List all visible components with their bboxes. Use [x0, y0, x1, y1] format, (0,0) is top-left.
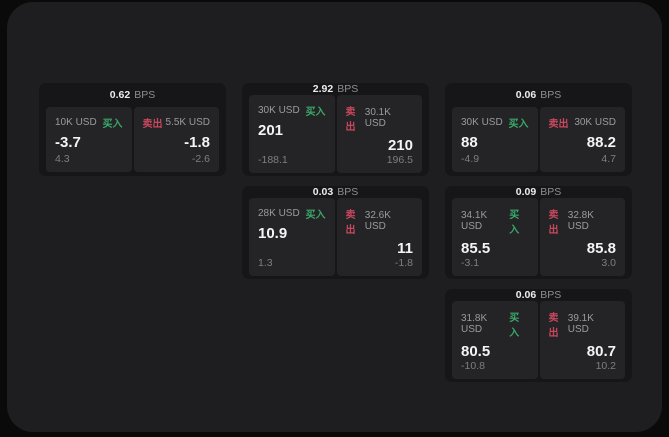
quote-card: 0.03 BPS 28K USD 买入 10.9 1.3 卖出 32.6K US… [242, 186, 429, 279]
sell-change: -1.8 [394, 257, 413, 269]
quote-card: 0.09 BPS 34.1K USD 买入 85.5 -3.1 卖出 32.8K… [445, 186, 632, 279]
buy-price: 88 [461, 134, 478, 151]
quote-card: 0.06 BPS 31.8K USD 买入 80.5 -10.8 卖出 39.1… [445, 289, 632, 382]
buy-change: -188.1 [258, 154, 288, 166]
bps-header: 0.03 BPS [242, 186, 429, 198]
buy-amount: 34.1K USD [461, 210, 488, 232]
sell-change: -2.6 [191, 153, 210, 165]
sell-side-label: 卖出 [548, 313, 559, 339]
bps-header: 0.06 BPS [445, 289, 632, 301]
sell-price: 88.2 [586, 134, 616, 151]
bps-unit-label: BPS [337, 186, 359, 198]
buy-sell-panels: 30K USD 买入 88 -4.9 卖出 30K USD 88.2 4.7 [452, 107, 625, 172]
sell-price: -1.8 [184, 134, 210, 151]
sell-panel[interactable]: 卖出 39.1K USD 80.7 10.2 [539, 301, 625, 379]
sell-price: 210 [387, 137, 413, 154]
buy-panel[interactable]: 34.1K USD 买入 85.5 -3.1 [452, 198, 538, 276]
buy-price: 201 [258, 122, 284, 139]
sell-panel[interactable]: 卖出 32.8K USD 85.8 3.0 [539, 198, 625, 276]
sell-side-label: 卖出 [345, 107, 356, 133]
sell-panel[interactable]: 卖出 32.6K USD 11 -1.8 [336, 198, 422, 276]
buy-side-label: 买入 [305, 107, 326, 118]
sell-change: 4.7 [601, 153, 616, 165]
buy-change: -4.9 [461, 153, 480, 165]
sell-change: 10.2 [595, 360, 616, 372]
buy-sell-panels: 34.1K USD 买入 85.5 -3.1 卖出 32.8K USD 85.8… [452, 198, 625, 276]
buy-panel[interactable]: 30K USD 买入 201 -188.1 [249, 95, 335, 173]
sell-amount: 30K USD [574, 117, 616, 128]
buy-amount: 28K USD [258, 208, 300, 219]
buy-price: -3.7 [55, 134, 81, 151]
buy-price: 10.9 [258, 225, 288, 242]
bps-value: 0.03 [312, 186, 334, 198]
buy-sell-panels: 30K USD 买入 201 -188.1 卖出 30.1K USD 210 1… [249, 95, 422, 173]
buy-panel[interactable]: 30K USD 买入 88 -4.9 [452, 107, 538, 172]
bps-header: 0.06 BPS [445, 83, 632, 107]
sell-side-label: 卖出 [142, 119, 163, 130]
bps-value: 0.09 [515, 186, 537, 198]
buy-amount: 31.8K USD [461, 313, 488, 335]
quote-card: 0.62 BPS 10K USD 买入 -3.7 4.3 卖出 5.5K USD [39, 83, 226, 176]
sell-panel[interactable]: 卖出 30.1K USD 210 196.5 [336, 95, 422, 173]
buy-side-label: 买入 [509, 313, 520, 339]
buy-change: -10.8 [461, 360, 485, 372]
app-surface: 0.62 BPS 10K USD 买入 -3.7 4.3 卖出 5.5K USD [7, 2, 662, 432]
bps-unit-label: BPS [337, 83, 359, 95]
buy-amount: 30K USD [258, 105, 300, 116]
buy-panel[interactable]: 31.8K USD 买入 80.5 -10.8 [452, 301, 538, 379]
buy-change: 4.3 [55, 153, 70, 165]
sell-amount: 39.1K USD [567, 313, 594, 335]
bps-unit-label: BPS [540, 186, 562, 198]
sell-amount: 32.6K USD [364, 210, 391, 232]
sell-panel[interactable]: 卖出 5.5K USD -1.8 -2.6 [133, 107, 219, 172]
buy-sell-panels: 10K USD 买入 -3.7 4.3 卖出 5.5K USD -1.8 -2.… [46, 107, 219, 172]
buy-sell-panels: 28K USD 买入 10.9 1.3 卖出 32.6K USD 11 -1.8 [249, 198, 422, 276]
quote-card: 2.92 BPS 30K USD 买入 201 -188.1 卖出 30.1K … [242, 83, 429, 176]
sell-price: 85.8 [586, 240, 616, 257]
sell-side-label: 卖出 [548, 210, 559, 236]
buy-panel[interactable]: 28K USD 买入 10.9 1.3 [249, 198, 335, 276]
buy-sell-panels: 31.8K USD 买入 80.5 -10.8 卖出 39.1K USD 80.… [452, 301, 625, 379]
bps-unit-label: BPS [540, 89, 562, 101]
buy-change: 1.3 [258, 257, 273, 269]
bps-unit-label: BPS [540, 289, 562, 301]
buy-panel[interactable]: 10K USD 买入 -3.7 4.3 [46, 107, 132, 172]
buy-price: 85.5 [461, 240, 491, 257]
sell-side-label: 卖出 [548, 119, 569, 130]
sell-price: 11 [397, 240, 413, 257]
bps-header: 0.62 BPS [39, 83, 226, 107]
sell-amount: 32.8K USD [567, 210, 594, 232]
buy-side-label: 买入 [508, 119, 529, 130]
sell-panel[interactable]: 卖出 30K USD 88.2 4.7 [539, 107, 625, 172]
bps-header: 2.92 BPS [242, 83, 429, 95]
bps-value: 2.92 [312, 83, 334, 95]
buy-side-label: 买入 [305, 210, 326, 221]
buy-side-label: 买入 [102, 119, 123, 130]
buy-side-label: 买入 [509, 210, 520, 236]
sell-amount: 30.1K USD [364, 107, 391, 129]
buy-amount: 10K USD [55, 117, 97, 128]
bps-value: 0.06 [515, 89, 537, 101]
bps-value: 0.06 [515, 289, 537, 301]
bps-header: 0.09 BPS [445, 186, 632, 198]
buy-amount: 30K USD [461, 117, 503, 128]
sell-price: 80.7 [586, 343, 616, 360]
sell-change: 3.0 [601, 257, 616, 269]
quote-card: 0.06 BPS 30K USD 买入 88 -4.9 卖出 30K USD [445, 83, 632, 176]
buy-price: 80.5 [461, 343, 491, 360]
bps-unit-label: BPS [134, 89, 156, 101]
buy-change: -3.1 [461, 257, 480, 269]
sell-amount: 5.5K USD [165, 117, 210, 128]
quote-card-grid: 0.62 BPS 10K USD 买入 -3.7 4.3 卖出 5.5K USD [39, 83, 632, 382]
sell-change: 196.5 [386, 154, 413, 166]
sell-side-label: 卖出 [345, 210, 356, 236]
bps-value: 0.62 [109, 89, 131, 101]
